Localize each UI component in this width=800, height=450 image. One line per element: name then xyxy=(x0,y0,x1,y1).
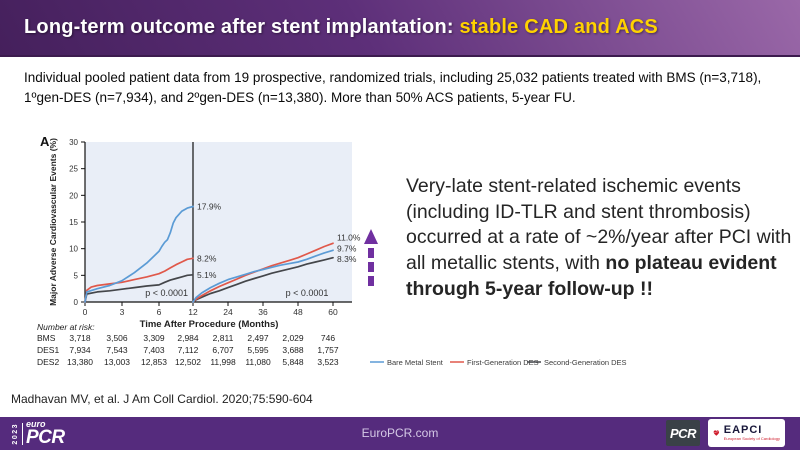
svg-text:0: 0 xyxy=(83,307,88,317)
study-description: Individual pooled patient data from 19 p… xyxy=(24,70,762,106)
svg-text:6,707: 6,707 xyxy=(212,345,234,355)
svg-text:13,380: 13,380 xyxy=(67,357,93,367)
svg-text:3: 3 xyxy=(120,307,125,317)
svg-text:3,718: 3,718 xyxy=(69,333,91,343)
slide-footer: 2023 euro PCR EuroPCR.com PCR EAPCI Euro… xyxy=(0,417,800,450)
europcr-logo-euro: euro xyxy=(26,419,46,429)
slide-title: Long-term outcome after stent implantati… xyxy=(24,16,658,39)
p-value-left: p < 0.0001 xyxy=(145,288,188,298)
eapci-logo: EAPCI European Society of Cardiology xyxy=(708,419,785,447)
curve-second-generation-des xyxy=(84,273,194,303)
svg-text:9.7%: 9.7% xyxy=(337,243,357,253)
curve-bare-metal-stent xyxy=(192,249,334,303)
svg-text:Bare Metal Stent: Bare Metal Stent xyxy=(387,358,444,367)
slide-title-accent: stable CAD and ACS xyxy=(459,16,658,38)
svg-text:5,848: 5,848 xyxy=(282,357,304,367)
svg-text:10: 10 xyxy=(69,245,78,254)
eapci-subtext: European Society of Cardiology xyxy=(723,436,780,442)
svg-text:7,934: 7,934 xyxy=(69,345,91,355)
svg-text:24: 24 xyxy=(223,307,233,317)
eapci-text: EAPCI European Society of Cardiology xyxy=(724,424,780,441)
svg-text:Number at risk:: Number at risk: xyxy=(37,322,95,332)
curve-first-generation-des xyxy=(84,257,194,303)
svg-text:8.2%: 8.2% xyxy=(197,253,217,263)
svg-text:12: 12 xyxy=(188,307,198,317)
svg-text:6: 6 xyxy=(157,307,162,317)
svg-text:11.0%: 11.0% xyxy=(337,232,361,242)
number-at-risk-table: Number at risk:BMS 3,718 3,506 3,309 2,984 2,… xyxy=(37,322,339,367)
svg-text:3,688: 3,688 xyxy=(282,345,304,355)
svg-text:2,811: 2,811 xyxy=(213,333,234,343)
svg-text:13,003: 13,003 xyxy=(104,357,130,367)
svg-text:17.9%: 17.9% xyxy=(197,202,222,212)
panel-label: A xyxy=(40,134,50,149)
svg-text:DES1: DES1 xyxy=(37,345,59,355)
svg-text:1,757: 1,757 xyxy=(317,345,339,355)
curve-second-generation-des xyxy=(192,256,334,303)
svg-text:7,403: 7,403 xyxy=(143,345,165,355)
slide-title-main: Long-term outcome after stent implantati… xyxy=(24,16,460,38)
heart-icon xyxy=(713,430,720,436)
svg-text:60: 60 xyxy=(328,307,338,317)
svg-text:7,543: 7,543 xyxy=(106,345,128,355)
key-message-bold: no plateau evident through 5-year follow… xyxy=(406,252,777,300)
svg-text:BMS: BMS xyxy=(37,333,56,343)
key-message: Very-late stent-related ischemic events … xyxy=(406,174,794,303)
svg-text:Second-Generation DES: Second-Generation DES xyxy=(544,358,627,367)
svg-text:First-Generation DES: First-Generation DES xyxy=(467,358,539,367)
svg-text:11,080: 11,080 xyxy=(245,357,271,367)
europcr-logo: 2023 euro PCR xyxy=(12,419,65,448)
svg-text:12,853: 12,853 xyxy=(141,357,167,367)
logo-divider xyxy=(22,422,23,445)
svg-text:5: 5 xyxy=(74,271,79,280)
x-axis-title: Time After Procedure (Months) xyxy=(140,319,279,330)
svg-text:2,497: 2,497 xyxy=(247,333,269,343)
svg-text:3,506: 3,506 xyxy=(106,333,128,343)
slide-header: Long-term outcome after stent implantati… xyxy=(0,0,800,57)
chart-legend: Bare Metal Stent First-Generation DES Seco… xyxy=(370,358,627,367)
svg-text:48: 48 xyxy=(293,307,303,317)
key-message-normal: Very-late stent-related ischemic events … xyxy=(406,175,792,275)
svg-text:2,029: 2,029 xyxy=(282,333,304,343)
upward-trend-arrow xyxy=(364,229,378,286)
pcr-badge: PCR xyxy=(666,420,700,446)
svg-text:5,595: 5,595 xyxy=(247,345,269,355)
svg-text:11,998: 11,998 xyxy=(210,357,236,367)
curve-bare-metal-stent xyxy=(84,205,194,303)
p-value-right: p < 0.0001 xyxy=(286,288,329,298)
citation: Madhavan MV, et al. J Am Coll Cardiol. 2… xyxy=(11,392,313,406)
svg-text:0: 0 xyxy=(74,298,79,307)
svg-text:DES2: DES2 xyxy=(37,357,59,367)
svg-text:8.3%: 8.3% xyxy=(337,254,357,264)
svg-text:3,523: 3,523 xyxy=(317,357,339,367)
svg-text:25: 25 xyxy=(69,165,78,174)
survival-curves: 5.1% 8.3% 8.2% 11.0% 17.9% 9.7% xyxy=(84,202,361,303)
svg-text:2,984: 2,984 xyxy=(177,333,199,343)
svg-text:20: 20 xyxy=(69,191,78,200)
svg-text:746: 746 xyxy=(321,333,335,343)
y-axis-title: Major Adverse Cardiovascular Events (%) xyxy=(48,138,58,306)
svg-text:7,112: 7,112 xyxy=(178,345,199,355)
eapci-name: EAPCI xyxy=(723,424,763,437)
svg-text:30: 30 xyxy=(69,138,78,147)
website-text: EuroPCR.com xyxy=(361,426,439,440)
europcr-logo-pcr: PCR xyxy=(26,427,65,448)
svg-text:15: 15 xyxy=(69,218,78,227)
europcr-logo-text: euro PCR xyxy=(26,419,65,448)
svg-text:3,309: 3,309 xyxy=(143,333,165,343)
svg-text:36: 36 xyxy=(258,307,268,317)
svg-text:12,502: 12,502 xyxy=(175,357,201,367)
svg-text:5.1%: 5.1% xyxy=(197,270,217,280)
